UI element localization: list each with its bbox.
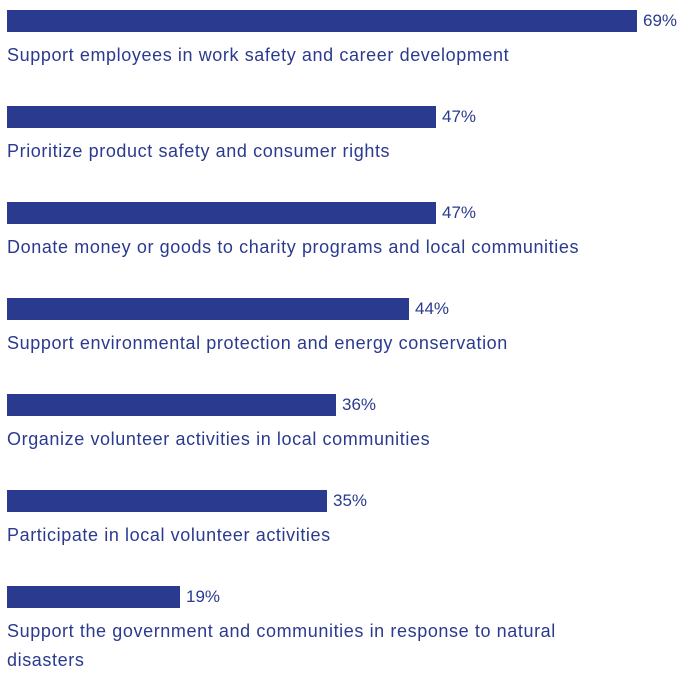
- bar-row: 47% Prioritize product safety and consume…: [0, 106, 689, 161]
- bar: [7, 394, 336, 416]
- category-label: Support the government and communities i…: [7, 621, 556, 670]
- category-label: Organize volunteer activities in local c…: [7, 429, 431, 449]
- bar: [7, 586, 180, 608]
- bar-row: 36% Organize volunteer activities in loca…: [0, 394, 689, 449]
- value-label: 47%: [442, 203, 477, 222]
- value-label: 36%: [342, 395, 377, 414]
- bar-line: 69%: [0, 10, 689, 32]
- value-label: 47%: [442, 107, 477, 126]
- category-label: Participate in local volunteer activitie…: [7, 525, 331, 545]
- category-label: Support employees in work safety and car…: [7, 45, 510, 65]
- bar-line: 47%: [0, 106, 689, 128]
- bar: [7, 202, 436, 224]
- bar-line: 47%: [0, 202, 689, 224]
- bar-line: 44%: [0, 298, 689, 320]
- bar-line: 36%: [0, 394, 689, 416]
- bar-row: 35% Participate in local volunteer activi…: [0, 490, 689, 545]
- bar: [7, 490, 327, 512]
- value-label: 44%: [415, 299, 450, 318]
- value-label: 19%: [186, 587, 221, 606]
- bar-row: 69% Support employees in work safety and …: [0, 10, 689, 65]
- bar-row: 19% Support the government and communitie…: [0, 586, 689, 670]
- category-label: Prioritize product safety and consumer r…: [7, 141, 391, 161]
- bar-row: 47% Donate money or goods to charity prog…: [0, 202, 689, 257]
- value-label: 69%: [643, 11, 678, 30]
- bar: [7, 10, 637, 32]
- bar: [7, 298, 409, 320]
- category-label: Donate money or goods to charity program…: [7, 237, 580, 257]
- value-label: 35%: [333, 491, 368, 510]
- bar-line: 35%: [0, 490, 689, 512]
- category-label: Support environmental protection and ene…: [7, 333, 508, 353]
- bar-line: 19%: [0, 586, 689, 608]
- bar: [7, 106, 436, 128]
- bar-row: 44% Support environmental protection and …: [0, 298, 689, 353]
